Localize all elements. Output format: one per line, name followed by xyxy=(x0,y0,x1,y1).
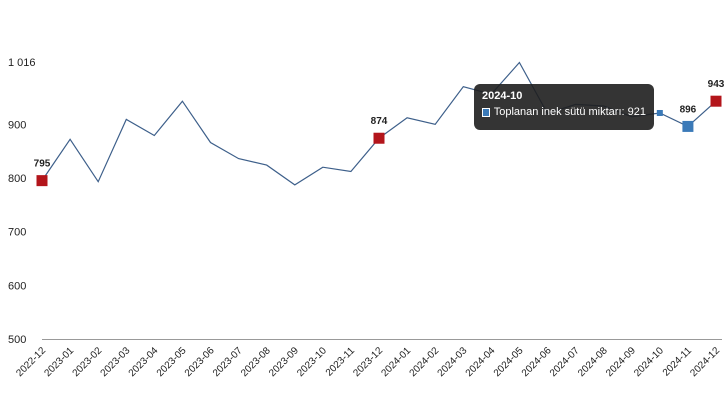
x-tick-label: 2024-09 xyxy=(604,345,638,379)
x-tick-label: 2024-06 xyxy=(520,345,554,379)
x-axis: 2022-122023-012023-022023-032023-042023-… xyxy=(14,345,722,379)
data-label: 874 xyxy=(371,116,388,127)
x-tick-label: 2024-12 xyxy=(688,345,722,379)
x-tick-label: 2024-05 xyxy=(492,345,526,379)
y-tick-label: 500 xyxy=(8,334,26,346)
point-marker xyxy=(710,95,722,107)
x-tick-label: 2024-08 xyxy=(576,345,610,379)
x-tick-label: 2023-10 xyxy=(295,345,329,379)
data-label: 795 xyxy=(34,159,51,170)
y-tick-label: 800 xyxy=(8,173,26,185)
tooltip-colon: : xyxy=(621,106,628,118)
x-tick-label: 2023-06 xyxy=(183,345,217,379)
y-axis: 500 600 700 800 900 1 016 xyxy=(8,57,722,346)
y-tick-label: 700 xyxy=(8,227,26,239)
x-tick-label: 2023-05 xyxy=(155,345,189,379)
x-tick-label: 2024-10 xyxy=(632,345,666,379)
data-labels: 795 874 896 943 xyxy=(34,79,725,169)
x-tick-label: 2023-04 xyxy=(127,345,161,379)
x-tick-label: 2024-01 xyxy=(379,345,413,379)
tooltip: 2024-10 Toplanan inek sütü miktarı: 921 xyxy=(474,84,654,130)
y-tick-label: 900 xyxy=(8,119,26,131)
tooltip-value: 921 xyxy=(627,106,646,118)
x-tick-label: 2024-03 xyxy=(436,345,470,379)
hover-point-marker xyxy=(656,109,663,116)
x-tick-label: 2024-07 xyxy=(548,345,582,379)
tooltip-series-name: Toplanan inek sütü miktarı xyxy=(493,106,622,118)
tooltip-row: Toplanan inek sütü miktarı: 921 xyxy=(482,106,646,118)
x-tick-label: 2023-09 xyxy=(267,345,301,379)
x-tick-label: 2024-04 xyxy=(464,345,498,379)
point-marker xyxy=(36,175,48,187)
y-tick-label: 1 016 xyxy=(8,57,36,69)
x-tick-label: 2023-01 xyxy=(42,345,76,379)
point-marker xyxy=(373,132,385,144)
x-tick-label: 2023-02 xyxy=(71,345,105,379)
data-markers xyxy=(36,95,722,187)
x-tick-label: 2024-02 xyxy=(408,345,442,379)
x-tick-label: 2023-07 xyxy=(211,345,245,379)
tooltip-swatch xyxy=(482,107,490,117)
data-label: 943 xyxy=(708,79,725,90)
x-tick-label: 2023-12 xyxy=(351,345,385,379)
x-tick-label: 2023-08 xyxy=(239,345,273,379)
point-marker xyxy=(682,120,694,132)
x-tick-label: 2023-03 xyxy=(99,345,133,379)
x-tick-label: 2022-12 xyxy=(14,345,48,379)
tooltip-title: 2024-10 xyxy=(482,90,523,102)
data-label: 896 xyxy=(680,104,697,115)
y-tick-label: 600 xyxy=(8,280,26,292)
